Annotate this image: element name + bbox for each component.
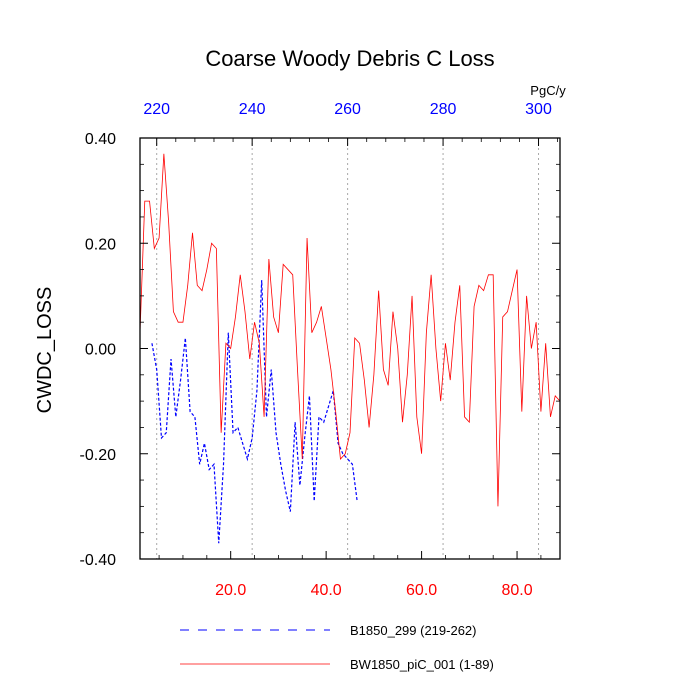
axes: [139, 137, 561, 560]
y-tick-label: 0.00: [85, 342, 116, 359]
x-bottom-tick-label: 80.0: [501, 582, 532, 599]
y-tick-label: 0.40: [85, 131, 116, 148]
x-top-tick-label: 300: [525, 101, 552, 118]
y-tick-label: -0.40: [80, 552, 117, 569]
gridlines: [156, 138, 540, 559]
x-top-tick-label: 240: [239, 101, 266, 118]
legend-label-1: B1850_299 (219-262): [350, 623, 477, 638]
series-line-2: [139, 153, 561, 507]
y-tick-label: 0.20: [85, 236, 116, 253]
legend-label-2: BW1850_piC_001 (1-89): [350, 657, 494, 672]
series-line-1: [151, 280, 358, 544]
x-bottom-tick-label: 60.0: [406, 582, 437, 599]
x-top-tick-label: 260: [334, 101, 361, 118]
x-top-tick-label: 280: [430, 101, 457, 118]
series-group: [139, 153, 561, 544]
legend: B1850_299 (219-262) BW1850_piC_001 (1-89): [180, 623, 494, 672]
chart-title: Coarse Woody Debris C Loss: [205, 46, 494, 71]
x-bottom-tick-label: 20.0: [215, 582, 246, 599]
y-axis-label: CWDC_LOSS: [34, 287, 56, 414]
x-top-tick-label: 220: [143, 101, 170, 118]
y-tick-label: -0.20: [80, 447, 117, 464]
tick-labels: 0.40 0.20 0.00 -0.20 -0.40 20.0 40.0 60.0 80.0 22…: [80, 101, 552, 599]
units-label: PgC/y: [530, 83, 566, 98]
plot-frame: [139, 137, 561, 560]
x-bottom-tick-label: 40.0: [311, 582, 342, 599]
